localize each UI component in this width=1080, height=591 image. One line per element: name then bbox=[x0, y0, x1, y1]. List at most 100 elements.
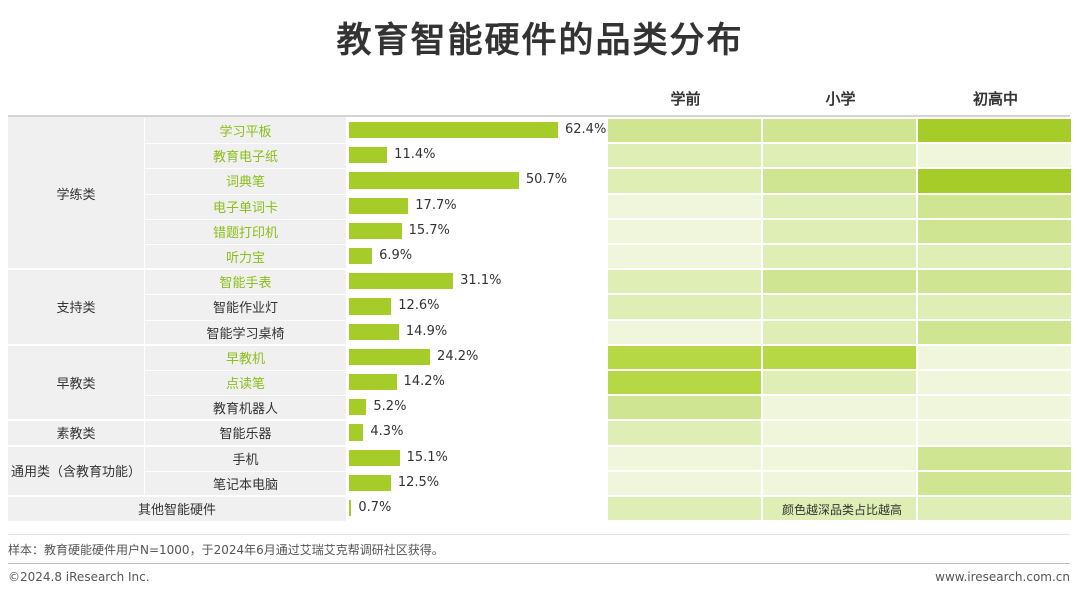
heatmap-cell bbox=[763, 421, 916, 445]
heatmap-cell bbox=[763, 446, 916, 470]
subcategory-label: 教育机器人 bbox=[212, 402, 278, 418]
bar bbox=[349, 323, 399, 340]
bar-value-label: 0.7% bbox=[358, 500, 392, 515]
subcategory-label: 学习平板 bbox=[219, 125, 272, 141]
heatmap-cell bbox=[918, 194, 1071, 218]
bar bbox=[349, 500, 352, 517]
heatmap-cell bbox=[763, 144, 916, 168]
page-title: 教育智能硬件的品类分布 bbox=[336, 21, 744, 61]
row-separator bbox=[145, 370, 346, 371]
heatmap-cell bbox=[918, 245, 1071, 269]
heatmap-legend-note: 颜色越深品类占比越高 bbox=[781, 502, 902, 517]
group-label: 通用类（含教育功能） bbox=[10, 465, 141, 481]
row-separator bbox=[145, 143, 346, 145]
heatmap-cell bbox=[918, 446, 1071, 470]
sample-note: 样本：教育硬能硬件用户N=1000，于2024年6月通过艾瑞艾克帮调研社区获得。 bbox=[8, 543, 444, 557]
bar bbox=[349, 374, 397, 391]
heatmap-cell bbox=[918, 345, 1071, 369]
bar-value-label: 31.1% bbox=[460, 273, 502, 289]
bar bbox=[349, 273, 454, 290]
subcategory-label: 智能乐器 bbox=[219, 427, 272, 443]
bar-value-label: 5.2% bbox=[373, 399, 407, 415]
bar bbox=[349, 298, 392, 315]
subcategory-label: 词典笔 bbox=[225, 175, 265, 191]
bar bbox=[349, 474, 391, 491]
heatmap-cell bbox=[918, 144, 1071, 168]
heatmap-cell bbox=[608, 169, 761, 193]
heatmap-cell bbox=[918, 371, 1071, 395]
heatmap-cell bbox=[763, 471, 916, 495]
heatmap-cell bbox=[763, 371, 916, 395]
heatmap-cell bbox=[608, 471, 761, 495]
bar-value-label: 4.3% bbox=[370, 424, 404, 440]
bar-value-label: 17.7% bbox=[415, 197, 457, 213]
heatmap-cell bbox=[608, 396, 761, 420]
row-separator bbox=[145, 319, 346, 321]
heatmap-cell bbox=[763, 219, 916, 243]
subcategory-label: 智能手表 bbox=[219, 276, 272, 292]
bar bbox=[349, 172, 519, 189]
heatmap-header bbox=[607, 83, 1072, 115]
bar-value-label: 12.6% bbox=[398, 298, 440, 314]
subcategory-label: 早教机 bbox=[225, 351, 265, 367]
subcategory-label: 教育电子纸 bbox=[212, 150, 278, 166]
group-label: 早教类 bbox=[56, 377, 96, 393]
bar bbox=[349, 122, 558, 139]
heatmap-cell bbox=[608, 497, 761, 521]
bar bbox=[349, 449, 400, 466]
bar bbox=[349, 399, 367, 416]
heatmap-cell bbox=[608, 270, 761, 294]
group-separator bbox=[8, 268, 346, 271]
heatmap-cell bbox=[763, 119, 916, 143]
copyright-text: ©2024.8 iResearch Inc. bbox=[8, 570, 150, 584]
footer-divider bbox=[8, 563, 1070, 564]
heatmap-cell bbox=[608, 345, 761, 369]
group-label: 支持类 bbox=[56, 301, 96, 317]
website-url: www.iresearch.com.cn bbox=[935, 570, 1070, 584]
bar-value-label: 24.2% bbox=[437, 348, 479, 364]
heatmap-cell bbox=[763, 295, 916, 319]
subcategory-label: 智能作业灯 bbox=[212, 301, 278, 317]
column-separator bbox=[144, 118, 145, 496]
subcategory-label: 错题打印机 bbox=[212, 225, 278, 241]
heatmap-cell bbox=[918, 471, 1071, 495]
heatmap-cell bbox=[608, 194, 761, 218]
group-separator bbox=[8, 444, 346, 447]
row-separator bbox=[145, 218, 346, 220]
bar bbox=[349, 222, 402, 239]
heatmap-cell bbox=[918, 497, 1071, 521]
bar bbox=[349, 424, 364, 441]
heatmap-cell bbox=[918, 119, 1071, 143]
heatmap-column-header-preschool: 学前 bbox=[670, 90, 701, 108]
heatmap-cell bbox=[918, 295, 1071, 319]
category-panel-background bbox=[8, 117, 346, 521]
bar-value-label: 50.7% bbox=[525, 172, 568, 188]
heatmap-cell bbox=[608, 446, 761, 470]
bar bbox=[349, 248, 373, 265]
bar bbox=[349, 147, 388, 164]
bar bbox=[349, 348, 431, 365]
row-separator bbox=[145, 470, 346, 472]
group-label: 学练类 bbox=[56, 188, 96, 204]
group-separator bbox=[8, 495, 346, 497]
heatmap-cell bbox=[918, 320, 1071, 344]
heatmap-cell bbox=[763, 245, 916, 269]
heatmap-cell bbox=[608, 320, 761, 344]
row-separator bbox=[145, 168, 346, 170]
bar-value-label: 14.2% bbox=[403, 374, 445, 389]
heatmap-cell bbox=[608, 371, 761, 395]
heatmap-cell bbox=[763, 320, 916, 344]
group-separator bbox=[8, 343, 346, 346]
heatmap-cell bbox=[608, 245, 761, 269]
subcategory-label: 笔记本电脑 bbox=[212, 477, 278, 493]
heatmap-cell bbox=[608, 144, 761, 168]
heatmap-cell bbox=[763, 169, 916, 193]
heatmap-cell bbox=[918, 219, 1071, 243]
row-separator bbox=[145, 244, 346, 245]
heatmap-cell bbox=[918, 169, 1071, 193]
heatmap-column-header-primary: 小学 bbox=[825, 90, 856, 108]
bar-value-label: 15.7% bbox=[408, 222, 450, 238]
bar-value-label: 11.4% bbox=[394, 147, 436, 163]
bar-value-label: 62.4% bbox=[565, 122, 607, 137]
